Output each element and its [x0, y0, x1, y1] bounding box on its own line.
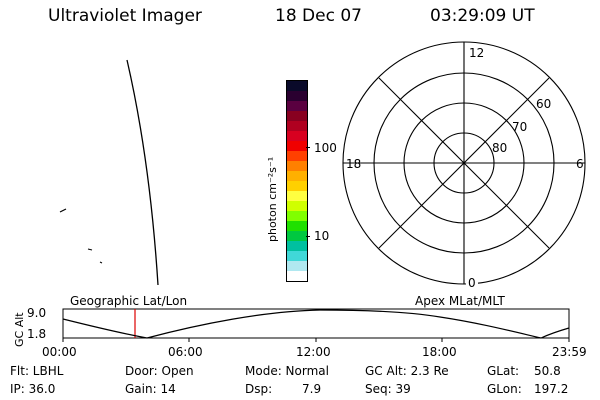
- timeline-y-min: 1.8: [27, 327, 47, 341]
- colorbar-swatch: [287, 191, 307, 201]
- colorbar-swatch: [287, 181, 307, 191]
- colorbar-tick-10: 10: [314, 229, 330, 243]
- colorbar-swatch: [287, 101, 307, 111]
- time-label: 03:29:09 UT: [430, 6, 535, 26]
- dsp-label: Dsp:: [245, 382, 273, 396]
- colorbar-swatch: [287, 171, 307, 181]
- geographic-label: Geographic Lat/Lon: [70, 294, 188, 308]
- mlt-label-18: 18: [346, 157, 362, 171]
- coast-fragment: [87, 248, 93, 251]
- tick-0600: 06:00: [168, 345, 203, 359]
- colorbar-swatch: [287, 131, 307, 141]
- door-status: Door: Open: [125, 364, 194, 378]
- gain-status: Gain: 14: [125, 382, 176, 396]
- colorbar-swatch: [287, 161, 307, 171]
- coast-fragment: [99, 261, 103, 264]
- dsp-value: 7.9: [302, 382, 322, 396]
- colorbar-swatch: [287, 141, 307, 151]
- colorbar-swatch: [287, 81, 307, 91]
- tick-1800: 18:00: [422, 345, 457, 359]
- mlt-label-0: 0: [468, 276, 476, 290]
- colorbar-swatch: [287, 201, 307, 211]
- tick-2359: 23:59: [552, 345, 587, 359]
- colorbar-swatch: [287, 151, 307, 161]
- colorbar-swatch: [287, 251, 307, 261]
- ip-status: IP: 36.0: [10, 382, 56, 396]
- colorbar-swatch: [287, 221, 307, 231]
- tick-0000: 00:00: [42, 345, 77, 359]
- colorbar-tick: [306, 147, 310, 148]
- filter-status: Flt: LBHL: [10, 364, 64, 378]
- timeline-frame: [62, 308, 570, 339]
- colorbar-gradient: [287, 81, 307, 281]
- coast-fragment: [59, 208, 67, 213]
- polar-diagonal: [378, 77, 550, 249]
- colorbar-tick-100: 100: [314, 141, 337, 155]
- colorbar-tick: [306, 236, 310, 237]
- mode-status: Mode: Normal: [245, 364, 329, 378]
- seq-status: Seq: 39: [365, 382, 411, 396]
- mlat-label-60: 60: [536, 97, 552, 111]
- instrument-title: Ultraviolet Imager: [48, 6, 202, 26]
- date-label: 18 Dec 07: [275, 6, 362, 26]
- colorbar-swatch: [287, 111, 307, 121]
- gc-alt-status: GC Alt: 2.3 Re: [365, 364, 449, 378]
- glon-value: 197.2: [534, 382, 569, 396]
- colorbar-swatch: [287, 121, 307, 131]
- mlat-label-80: 80: [492, 141, 508, 155]
- altitude-curve: [62, 309, 570, 339]
- tick-1200: 12:00: [296, 345, 331, 359]
- glat-value: 50.8: [534, 364, 561, 378]
- mlt-label-12: 12: [469, 46, 485, 60]
- colorbar-swatch: [287, 261, 307, 271]
- colorbar-swatch: [287, 211, 307, 221]
- colorbar-swatch: [287, 231, 307, 241]
- colorbar-swatch: [287, 271, 307, 281]
- colorbar-swatch: [287, 91, 307, 101]
- glat-label: GLat:: [487, 364, 520, 378]
- apex-label: Apex MLat/MLT: [415, 294, 505, 308]
- timeline-y-max: 9.0: [27, 306, 47, 320]
- colorbar-swatch: [287, 241, 307, 251]
- glon-label: GLon:: [487, 382, 522, 396]
- mlt-label-6: 6: [576, 157, 584, 171]
- mlat-label-70: 70: [512, 120, 528, 134]
- coastline-arc: [126, 59, 159, 286]
- colorbar: [286, 80, 308, 282]
